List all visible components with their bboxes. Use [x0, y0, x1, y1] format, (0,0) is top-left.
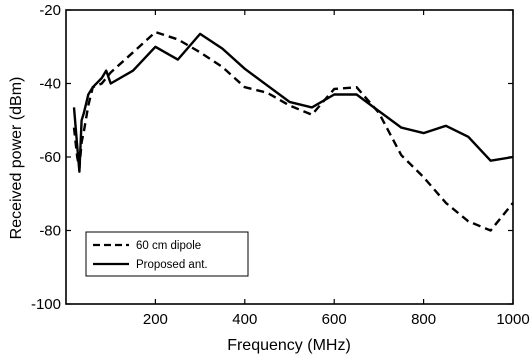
x-axis: 200 400 600 800 1000 [143, 10, 530, 328]
y-tick-label: -20 [39, 2, 61, 19]
x-tick-label: 400 [232, 311, 257, 328]
y-tick-label: -60 [39, 149, 61, 166]
legend-box [85, 231, 249, 277]
x-tick-label: 600 [322, 311, 347, 328]
x-tick-label: 1000 [496, 311, 529, 328]
y-tick-label: -100 [31, 296, 61, 313]
legend-label: 60 cm dipole [136, 240, 201, 252]
y-axis: -20 -40 -60 -80 -100 [31, 2, 513, 313]
legend: 60 cm dipole Proposed ant. [85, 231, 249, 277]
y-tick-label: -80 [39, 223, 61, 240]
y-axis-title: Received power (dBm) [8, 77, 25, 240]
x-tick-label: 800 [411, 311, 436, 328]
x-axis-title: Frequency (MHz) [227, 337, 351, 354]
series-line-2 [72, 32, 514, 173]
x-tick-label: 200 [143, 311, 168, 328]
y-tick-label: -40 [39, 76, 61, 93]
legend-label: Proposed ant. [136, 259, 208, 271]
